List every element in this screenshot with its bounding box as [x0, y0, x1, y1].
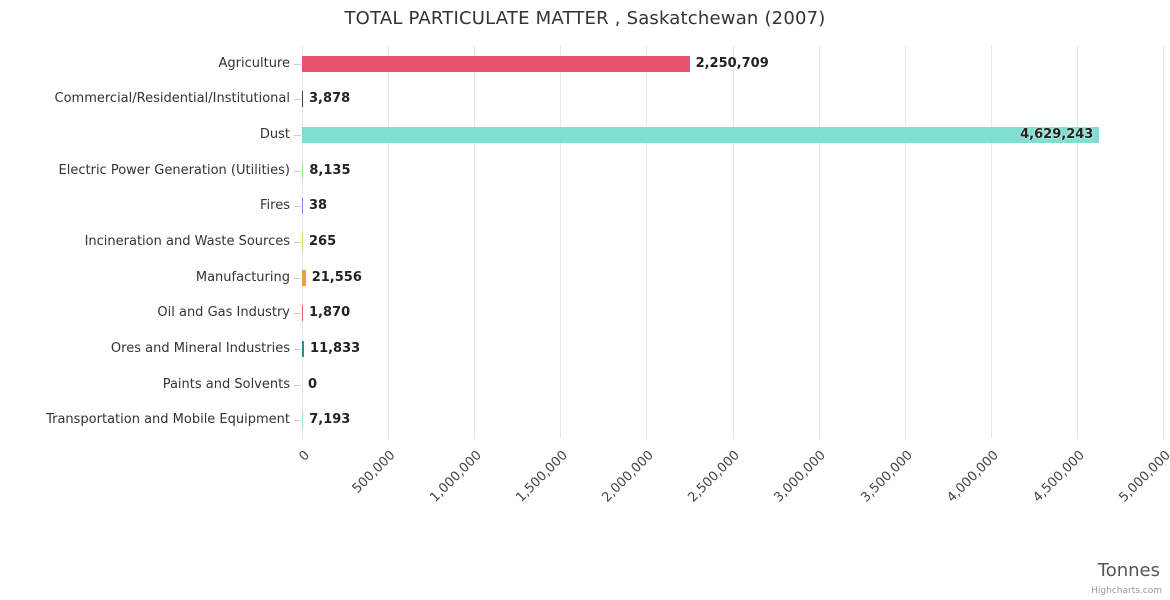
value-label: 0	[308, 376, 318, 392]
value-label: 38	[309, 198, 328, 214]
chart-title: TOTAL PARTICULATE MATTER , Saskatchewan …	[344, 8, 826, 29]
category-label-electric-power-generation-utilities: Electric Power Generation (Utilities)	[58, 162, 290, 178]
x-tick-label: 1,000,000	[427, 448, 485, 506]
x-tick-label: 4,500,000	[1030, 448, 1088, 506]
gridline	[1076, 46, 1078, 438]
gridline	[1163, 46, 1164, 438]
y-axis-tick	[294, 349, 301, 350]
value-label: 11,833	[310, 340, 361, 356]
bar-fires[interactable]	[302, 198, 303, 215]
bar-manufacturing[interactable]	[302, 269, 306, 286]
gridline	[904, 46, 906, 438]
bar-electric-power-generation-utilities[interactable]	[302, 162, 304, 179]
y-axis-tick	[294, 171, 301, 172]
x-tick-label: 1,500,000	[513, 448, 571, 506]
y-axis-tick	[294, 242, 301, 243]
x-tick-label: 2,000,000	[599, 448, 657, 506]
y-axis-tick	[294, 99, 301, 100]
x-tick-label: 4,000,000	[944, 448, 1002, 506]
category-label-transportation-and-mobile-equipment: Transportation and Mobile Equipment	[46, 412, 290, 428]
y-axis-tick	[294, 385, 301, 386]
category-label-commercial-residential-institutional: Commercial/Residential/Institutional	[54, 91, 291, 107]
bar-transportation-and-mobile-equipment[interactable]	[302, 412, 304, 429]
value-label: 4,629,243	[1020, 127, 1094, 143]
gridline	[818, 46, 820, 438]
category-label-agriculture: Agriculture	[218, 55, 291, 71]
gridline	[560, 46, 562, 438]
gridline	[732, 46, 734, 438]
bar-oil-and-gas-industry[interactable]	[302, 305, 303, 322]
bar-commercial-residential-institutional[interactable]	[302, 91, 303, 108]
y-axis-tick	[294, 278, 301, 279]
x-tick-label: 5,000,000	[1116, 448, 1170, 506]
value-label: 1,870	[309, 305, 351, 321]
value-label: 8,135	[309, 162, 351, 178]
plot-area	[302, 46, 1164, 438]
bar-incineration-and-waste-sources[interactable]	[302, 234, 303, 250]
y-axis-tick	[294, 64, 301, 65]
value-label: 3,878	[309, 91, 351, 107]
x-tick-label: 3,000,000	[771, 448, 830, 506]
gridline	[646, 46, 648, 438]
value-label: 265	[309, 234, 337, 249]
value-label: 7,193	[309, 412, 351, 428]
x-tick-label: 2,500,000	[685, 448, 744, 506]
category-label-fires: Fires	[260, 198, 290, 214]
y-axis-tick	[294, 313, 301, 314]
gridline	[474, 46, 476, 438]
x-tick-label: 0	[296, 448, 313, 465]
y-axis-tick	[294, 420, 301, 421]
x-tick-label: 3,500,000	[857, 448, 916, 506]
x-tick-label: 500,000	[350, 448, 399, 497]
category-label-paints-and-solvents: Paints and Solvents	[162, 376, 290, 392]
category-label-manufacturing: Manufacturing	[195, 269, 290, 285]
bar-ores-and-mineral-industries[interactable]	[302, 340, 305, 357]
category-label-incineration-and-waste-sources: Incineration and Waste Sources	[84, 234, 290, 249]
gridline	[990, 46, 992, 438]
value-label: 21,556	[311, 269, 362, 285]
y-axis-tick	[294, 135, 301, 136]
gridline	[388, 46, 390, 438]
bar-agriculture[interactable]	[302, 55, 690, 72]
category-label-oil-and-gas-industry: Oil and Gas Industry	[157, 305, 290, 321]
category-label-dust: Dust	[259, 127, 290, 143]
y-axis-tick	[294, 206, 301, 207]
category-label-ores-and-mineral-industries: Ores and Mineral Industries	[110, 340, 290, 356]
value-label: 2,250,709	[695, 55, 769, 71]
bar-dust[interactable]	[302, 127, 1100, 144]
x-axis-title: Tonnes	[1097, 560, 1160, 581]
highcharts-credit-link[interactable]: Highcharts.com	[1091, 586, 1162, 596]
